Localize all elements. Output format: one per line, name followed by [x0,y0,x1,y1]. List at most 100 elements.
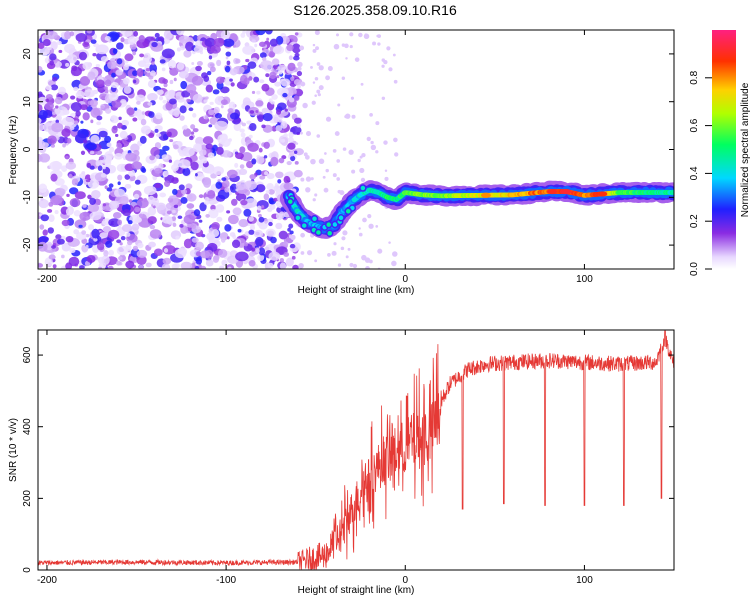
speckle-point [105,240,113,248]
speckle-point [266,37,270,41]
speckle-point [263,193,270,201]
speckle-point [259,79,265,84]
speckle-point [137,242,144,249]
y-tick-label: 0 [22,567,33,573]
speckle-point [107,265,114,269]
speckle-point [288,234,293,239]
speckle-point [300,251,305,255]
speckle-point [190,131,195,135]
speckle-point [208,55,213,60]
speckle-point [138,264,144,269]
speckle-point [126,107,135,116]
speckle-point [267,207,273,213]
speckle-point [359,155,363,159]
speckle-point [203,75,210,83]
speckle-point [231,239,241,249]
speckle-point [225,56,229,60]
speckle-point [169,195,174,199]
speckle-point [173,109,180,118]
speckle-point [115,260,122,266]
speckle-point [133,30,139,37]
speckle-point [149,229,162,239]
speckle-point [217,248,228,258]
speckle-point [336,177,340,181]
speckle-point [192,93,203,103]
speckle-point [332,149,337,153]
speckle-point [198,148,207,156]
speckle-point [349,262,354,268]
speckle-point [291,43,301,54]
speckle-point [38,183,48,194]
speckle-point [181,90,191,98]
speckle-point [104,35,111,42]
speckle-point [193,45,204,53]
speckle-point [38,263,44,268]
speckle-point [79,211,91,221]
speckle-point [228,101,236,110]
speckle-point [74,120,79,125]
speckle-point [304,154,310,160]
speckle-point [314,94,318,97]
speckle-point [255,30,266,36]
speckle-point [171,177,179,184]
speckle-point [136,255,147,266]
speckle-point [242,45,255,55]
speckle-point [261,83,270,92]
speckle-point [208,124,213,128]
speckle-point [108,92,119,101]
speckle-point [381,64,385,68]
speckle-point [221,177,227,182]
y-tick-label: 600 [22,346,33,363]
speckle-point [366,136,371,142]
speckle-point [275,222,283,230]
speckle-point [240,132,246,138]
speckle-point [100,173,107,178]
snr-x-label: Height of straight line (km) [298,585,415,596]
speckle-point [290,155,296,162]
speckle-point [48,214,55,223]
speckle-point [148,111,155,118]
speckle-point [195,173,198,177]
speckle-point [125,152,137,162]
speckle-point [173,204,179,209]
speckle-point [176,62,185,71]
speckle-point [239,146,246,154]
speckle-point [342,230,348,236]
speckle-point [38,235,49,244]
speckle-point [108,200,120,210]
speckle-point [143,185,157,196]
speckle-point [205,213,210,218]
speckle-point [52,264,57,269]
speckle-point [82,41,90,48]
speckle-point [82,203,87,208]
speckle-point [70,95,76,100]
speckle-point [315,46,320,51]
speckle-point [159,192,167,198]
speckle-point [162,170,169,177]
speckle-point [168,98,177,105]
speckle-point [86,255,96,263]
speckle-point [178,159,191,169]
speckle-point [148,208,154,214]
speckle-point [293,169,303,178]
speckle-point [249,110,255,114]
speckle-point [282,241,289,246]
speckle-point [116,142,123,149]
speckle-point [96,121,102,126]
speckle-point [179,223,184,228]
speckle-point [336,159,341,163]
speckle-point [256,90,261,95]
speckle-point [283,175,291,184]
speckle-point [305,187,311,193]
speckle-point [119,33,123,37]
speckle-point [337,189,342,194]
speckle-point [180,261,193,269]
speckle-point [230,82,235,87]
speckle-point [247,142,259,152]
speckle-point [312,43,316,47]
speckle-point [245,58,250,63]
speckle-point [276,75,280,79]
speckle-point [265,73,270,78]
speckle-point [141,111,145,115]
x-tick-label: -100 [216,274,236,285]
